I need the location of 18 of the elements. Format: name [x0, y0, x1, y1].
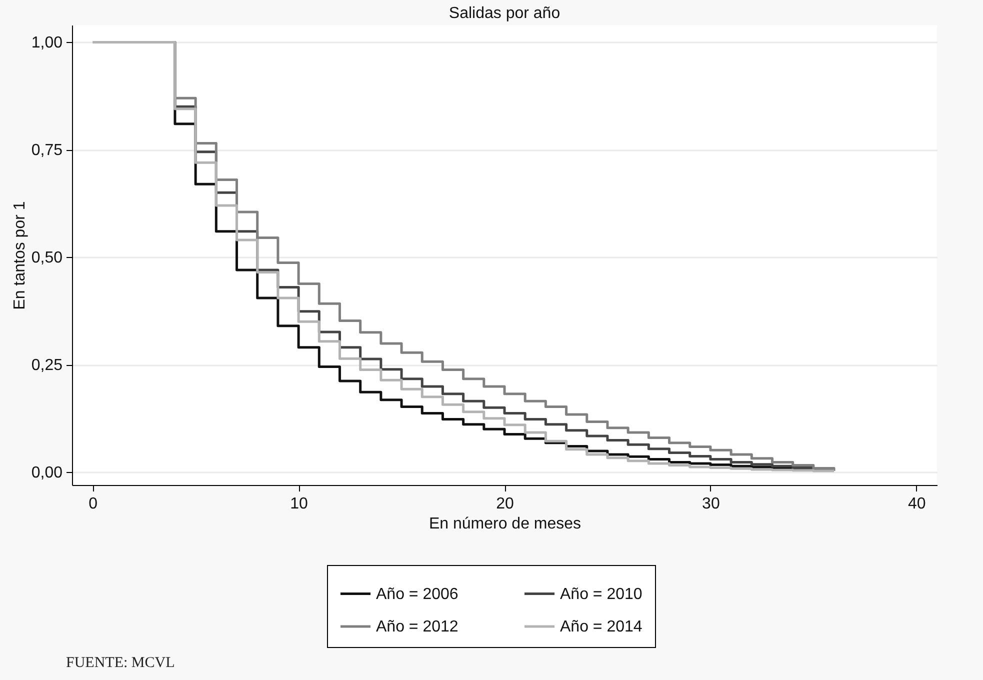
x-tick-label: 20 — [496, 496, 514, 512]
y-tick-label: 0,50 — [31, 250, 63, 267]
y-axis-title: En tantos por 1 — [11, 201, 28, 310]
x-tick-label: 40 — [908, 496, 926, 512]
y-tick-label: 0,00 — [31, 464, 63, 482]
y-tick-label: 1,00 — [31, 34, 63, 52]
x-tick-label: 10 — [290, 496, 308, 512]
source-note: FUENTE: MCVL — [66, 655, 176, 672]
legend-label: Año = 2006 — [376, 586, 458, 603]
chart-title: Salidas por año — [448, 5, 560, 22]
x-axis-title: En número de meses — [428, 516, 582, 532]
legend-label: Año = 2010 — [560, 586, 642, 603]
x-tick-label: 30 — [702, 496, 720, 512]
y-tick-label: 0,75 — [31, 142, 63, 160]
y-tick-label: 0,25 — [31, 357, 63, 374]
legend-label: Año = 2012 — [376, 618, 458, 636]
legend-label: Año = 2014 — [560, 618, 642, 636]
x-tick-label: 0 — [88, 496, 98, 512]
